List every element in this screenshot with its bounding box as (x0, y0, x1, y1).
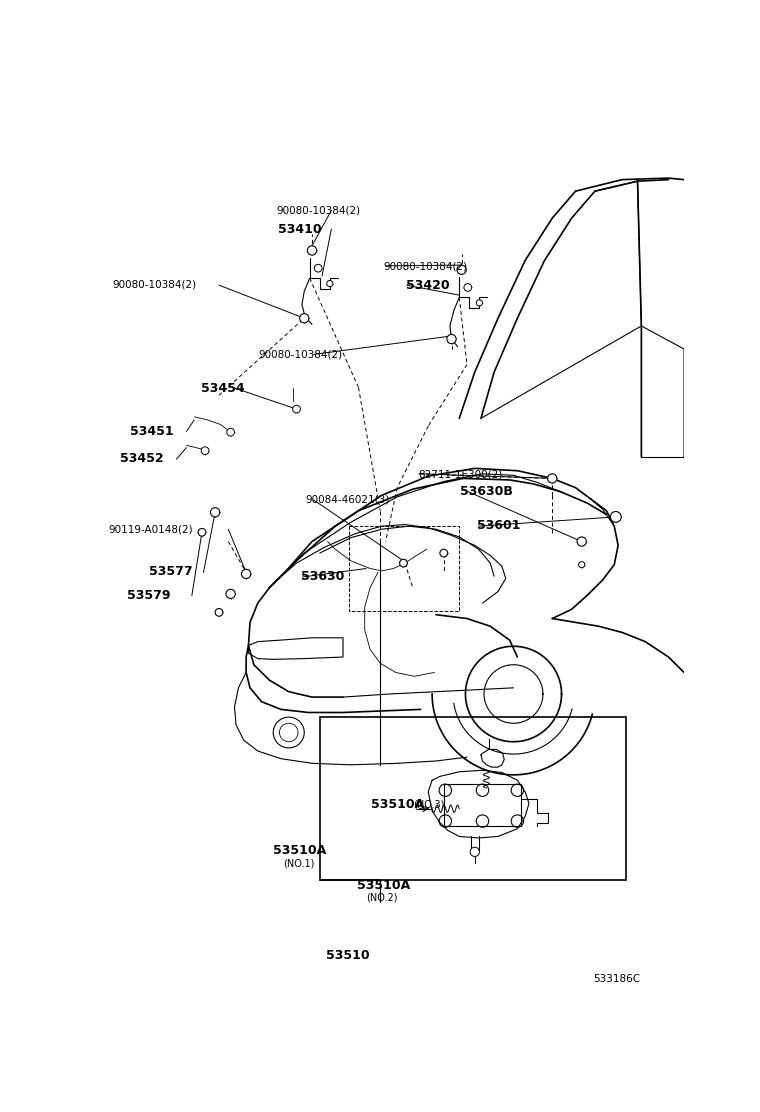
Text: 90080-10384(2): 90080-10384(2) (258, 349, 343, 359)
Text: 53420: 53420 (406, 279, 450, 292)
Circle shape (211, 508, 220, 517)
Text: (NO.3): (NO.3) (413, 800, 445, 810)
Text: 82711-1E300(2): 82711-1E300(2) (418, 469, 502, 479)
Circle shape (226, 589, 236, 598)
Text: 53577: 53577 (149, 565, 193, 578)
Text: 53454: 53454 (201, 383, 245, 395)
Circle shape (215, 608, 223, 616)
Circle shape (315, 265, 322, 272)
Text: 533186C: 533186C (593, 973, 640, 983)
Text: 53410: 53410 (277, 222, 321, 236)
Circle shape (440, 549, 448, 557)
Text: 53510A: 53510A (273, 844, 326, 857)
Circle shape (400, 559, 407, 567)
Circle shape (327, 280, 333, 287)
Circle shape (198, 528, 206, 536)
Text: 90084-46021(3): 90084-46021(3) (306, 495, 390, 505)
Text: 90080-10384(2): 90080-10384(2) (112, 280, 197, 290)
Circle shape (577, 537, 587, 546)
Circle shape (307, 246, 317, 255)
Text: 53510A: 53510A (371, 798, 424, 812)
Text: 53451: 53451 (131, 425, 174, 438)
Circle shape (293, 405, 300, 413)
Circle shape (578, 562, 584, 568)
Circle shape (610, 512, 621, 523)
Circle shape (299, 314, 309, 322)
Text: 53630: 53630 (301, 570, 344, 584)
Text: 90119-A0148(2): 90119-A0148(2) (108, 524, 192, 534)
Text: (NO.1): (NO.1) (283, 858, 315, 868)
Text: 53510A: 53510A (357, 878, 410, 892)
Text: (NO.2): (NO.2) (366, 892, 397, 902)
Text: 53601: 53601 (477, 519, 520, 533)
Circle shape (548, 474, 557, 483)
Bar (320, 717, 626, 881)
Text: 90080-10384(2): 90080-10384(2) (384, 261, 467, 271)
Circle shape (464, 284, 472, 291)
Circle shape (477, 300, 483, 306)
Circle shape (447, 335, 456, 344)
Circle shape (457, 265, 466, 275)
Circle shape (242, 569, 251, 578)
Circle shape (470, 847, 480, 856)
Text: 53510: 53510 (326, 949, 369, 962)
Text: 90080-10384(2): 90080-10384(2) (277, 206, 360, 216)
Text: 53579: 53579 (128, 589, 171, 603)
Circle shape (226, 428, 235, 436)
Text: 53452: 53452 (120, 453, 163, 465)
Circle shape (201, 447, 209, 455)
Text: 53630B: 53630B (461, 485, 513, 498)
